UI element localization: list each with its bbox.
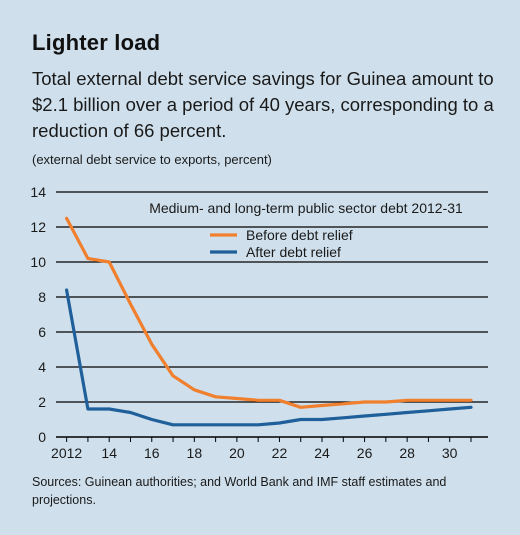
y-tick-label: 6 (38, 324, 46, 340)
x-tick-label: 22 (272, 445, 288, 461)
series-line (64, 216, 473, 409)
y-tick-label: 10 (30, 254, 46, 270)
y-tick-label: 4 (38, 359, 46, 375)
x-tick-label: 18 (187, 445, 203, 461)
x-tick-label: 16 (144, 445, 160, 461)
y-tick-label: 0 (38, 429, 46, 445)
legend-label: Before debt relief (246, 227, 353, 243)
x-tick-label: 26 (357, 445, 373, 461)
x-tick-label: 30 (442, 445, 458, 461)
chart-title: Lighter load (32, 30, 161, 55)
y-tick-label: 14 (30, 184, 46, 200)
x-tick-label: 2012 (51, 445, 82, 461)
plot-title: Medium- and long-term public sector debt… (149, 200, 463, 216)
chart-subtitle: Total external debt service savings for … (32, 68, 494, 141)
series-lines (64, 216, 473, 427)
legend-label: After debt relief (246, 244, 341, 260)
x-tick-label: 24 (314, 445, 330, 461)
x-tick-label: 28 (399, 445, 415, 461)
series-line (64, 288, 473, 427)
unit-note: (external debt service to exports, perce… (32, 152, 272, 167)
y-tick-label: 12 (30, 219, 46, 235)
x-tick-label: 14 (101, 445, 117, 461)
y-tick-label: 2 (38, 394, 46, 410)
sources-note: Sources: Guinean authorities; and World … (32, 475, 447, 507)
x-tick-label: 20 (229, 445, 245, 461)
y-tick-label: 8 (38, 289, 46, 305)
gridlines (56, 191, 488, 403)
